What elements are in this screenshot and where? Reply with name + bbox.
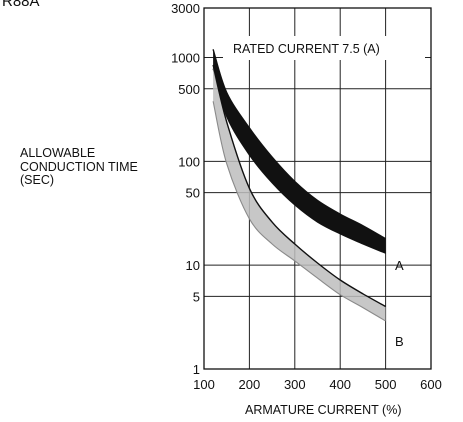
y-tick-label: 1000 — [171, 51, 200, 66]
series-a-upper-line — [212, 49, 386, 240]
y-tick-label: 5 — [193, 289, 200, 304]
x-tick-label: 100 — [193, 377, 215, 392]
y-axis-label-line-1: ALLOWABLE — [20, 146, 95, 160]
y-axis-label-line-2: CONDUCTION TIME — [20, 160, 138, 174]
series-b-lower-line — [212, 101, 386, 322]
y-tick-label: 1 — [193, 362, 200, 377]
series-b-upper-line — [212, 64, 386, 308]
y-tick-label: 10 — [186, 258, 200, 273]
x-tick-label: 300 — [284, 377, 306, 392]
y-tick-label: 3000 — [171, 1, 200, 16]
annotation-box — [223, 36, 425, 60]
series-b-band — [213, 64, 386, 322]
series-b-label: B — [395, 334, 404, 349]
y-axis-label-line-3: (SEC) — [20, 173, 54, 187]
x-tick-labels: 100 200 300 400 500 600 — [193, 377, 442, 392]
y-tick-label: 500 — [178, 82, 200, 97]
y-tick-label: 50 — [186, 186, 200, 201]
series-a-lower-line — [212, 68, 386, 254]
series-a-label: A — [395, 258, 404, 273]
data-bands — [212, 49, 386, 322]
x-tick-label: 400 — [329, 377, 351, 392]
x-tick-label: 200 — [239, 377, 261, 392]
plot-frame — [203, 7, 432, 370]
y-tick-labels: 1 5 10 50 100 500 1000 3000 — [171, 1, 200, 377]
model-label: R88A — [2, 0, 40, 10]
x-tick-label: 500 — [375, 377, 397, 392]
x-tick-label: 600 — [420, 377, 442, 392]
rated-current-annotation: RATED CURRENT 7.5 (A) — [233, 42, 380, 56]
series-a-band — [213, 49, 386, 254]
y-tick-label: 100 — [178, 154, 200, 169]
x-axis-label: ARMATURE CURRENT (%) — [245, 403, 401, 417]
